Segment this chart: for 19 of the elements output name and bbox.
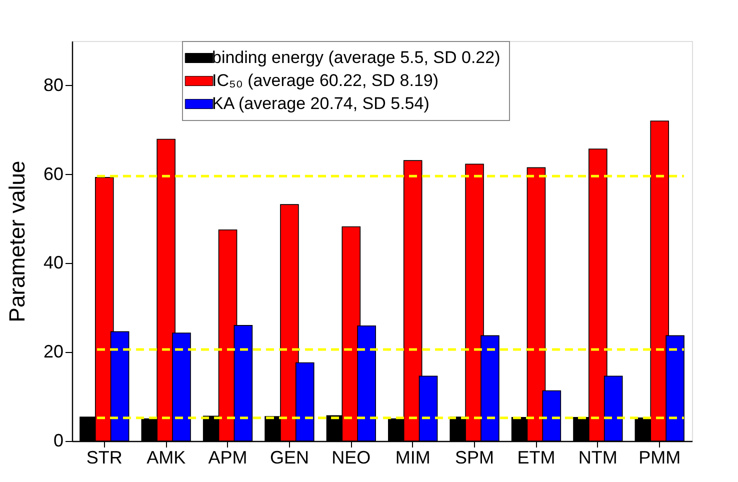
legend-label: IC₅₀ (average 60.22, SD 8.19) [212,71,439,90]
x-tick-label: PMM [638,448,681,468]
x-tick-label: APM [208,448,248,468]
x-tick-label: NEO [332,448,371,468]
x-tick-label: AMK [146,448,186,468]
x-tick-label: GEN [270,448,309,468]
y-tick-label: 80 [43,74,64,95]
y-tick-label: 20 [43,342,64,362]
y-tick-label: 40 [43,252,64,273]
x-tick-label: SPM [455,448,494,468]
x-tick-label: STR [86,448,122,468]
legend-label: KA (average 20.74, SD 5.54) [212,94,430,113]
legend-label: binding energy (average 5.5, SD 0.22) [212,48,500,67]
x-tick-label: MIM [395,448,430,468]
y-tick-label: 0 [53,430,64,450]
x-tick-label: NTM [578,448,618,468]
y-tick-label: 60 [43,164,64,184]
x-tick-label: ETM [517,448,556,468]
y-axis-title: Parameter value [4,160,30,322]
